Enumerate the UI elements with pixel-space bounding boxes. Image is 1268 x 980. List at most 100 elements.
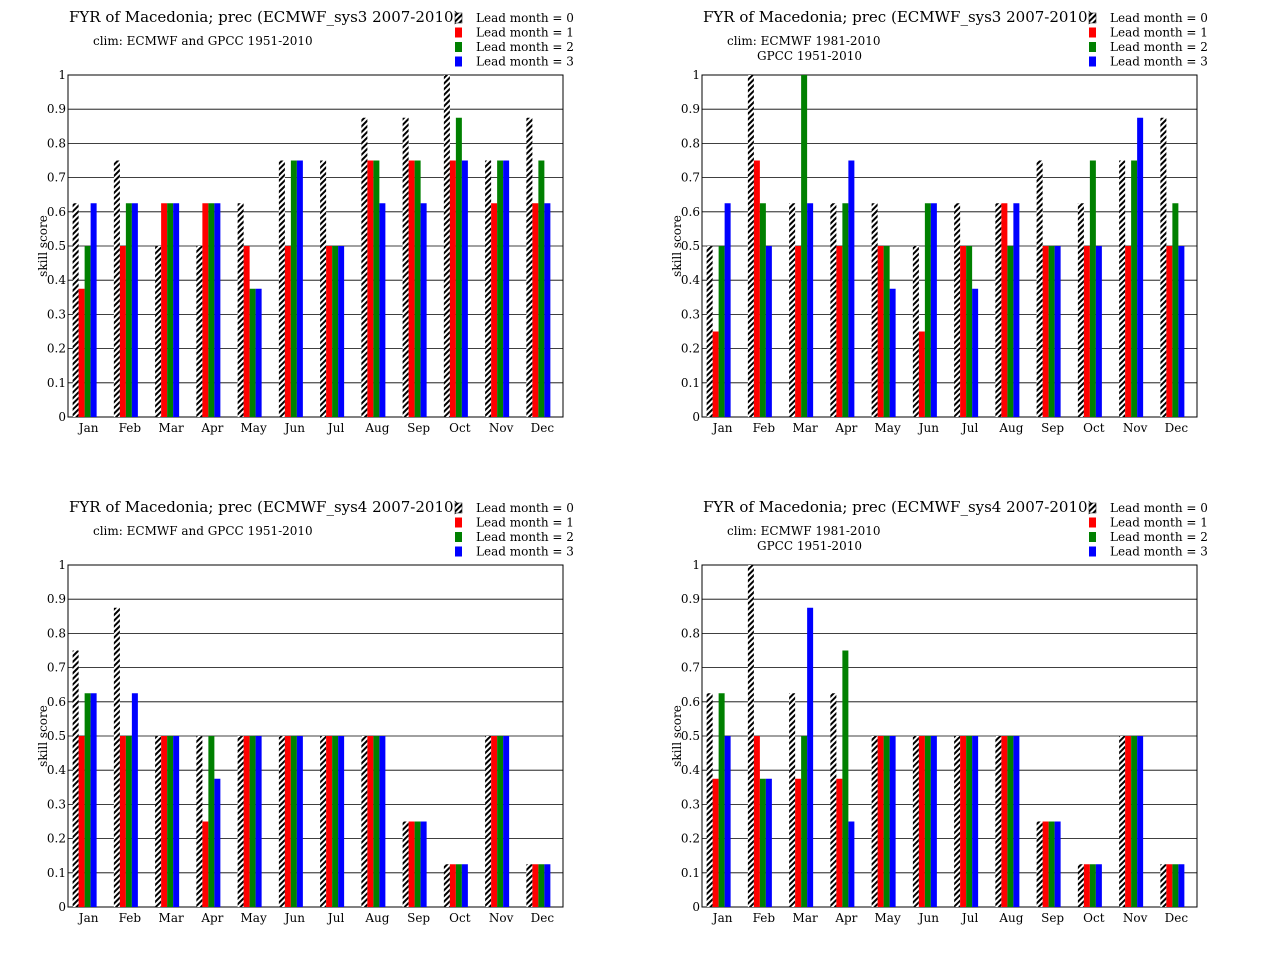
- bar-feb-lead-0: [113, 607, 120, 907]
- bar-feb-lead-2: [125, 736, 132, 907]
- bar-dec-lead-0: [1160, 117, 1167, 417]
- chart-panel-bottom-right: FYR of Macedonia; prec (ECMWF_sys4 2007-…: [670, 498, 1208, 925]
- bar-jul-lead-0: [954, 203, 961, 417]
- legend-swatch-lead-2: [455, 532, 462, 542]
- bar-may-lead-3: [889, 736, 896, 907]
- bar-mar-lead-0: [155, 736, 162, 907]
- y-tick-label: 0.4: [681, 273, 700, 287]
- bar-aug-lead-3: [379, 203, 386, 417]
- bar-apr-lead-0: [196, 736, 203, 907]
- x-tick-label: Apr: [834, 911, 857, 925]
- bar-aug-lead-3: [1013, 736, 1020, 907]
- bar-aug-lead-0: [361, 736, 368, 907]
- bar-mar-lead-0: [789, 693, 796, 907]
- x-tick-label: Aug: [364, 421, 389, 435]
- bar-apr-lead-3: [848, 821, 855, 907]
- bar-mar-lead-0: [155, 246, 162, 417]
- y-tick-label: 0: [58, 410, 66, 424]
- chart-title: FYR of Macedonia; prec (ECMWF_sys3 2007-…: [703, 8, 1093, 26]
- bar-aug-lead-1: [1001, 203, 1008, 417]
- legend-swatch-lead-2: [455, 42, 462, 52]
- bar-dec-lead-1: [1166, 246, 1173, 417]
- y-tick-label: 0.6: [47, 205, 66, 219]
- bar-nov-lead-3: [503, 160, 510, 417]
- x-tick-label: Dec: [531, 911, 555, 925]
- bar-jan-lead-3: [724, 736, 731, 907]
- y-tick-label: 0.6: [681, 205, 700, 219]
- y-tick-label: 0.4: [47, 763, 66, 777]
- y-tick-label: 0.2: [681, 832, 700, 846]
- bar-oct-lead-3: [1095, 864, 1102, 907]
- bar-jan-lead-2: [84, 246, 91, 417]
- bar-nov-lead-0: [485, 736, 492, 907]
- bar-jun-lead-3: [930, 203, 937, 417]
- bar-jul-lead-1: [326, 246, 333, 417]
- bar-jun-lead-0: [278, 160, 285, 417]
- y-tick-label: 0.8: [681, 136, 700, 150]
- y-tick-label: 0.1: [681, 866, 700, 880]
- bar-jul-lead-1: [960, 736, 967, 907]
- bar-mar-lead-2: [801, 75, 808, 417]
- bar-jan-lead-1: [78, 736, 85, 907]
- x-tick-label: Mar: [793, 911, 818, 925]
- bar-nov-lead-3: [1137, 736, 1144, 907]
- legend-swatch-lead-2: [1089, 532, 1096, 542]
- legend-label-lead-3: Lead month = 3: [1110, 55, 1208, 69]
- bar-mar-lead-2: [801, 736, 808, 907]
- y-tick-label: 0.6: [47, 695, 66, 709]
- bar-dec-lead-2: [538, 160, 545, 417]
- x-tick-label: May: [241, 911, 267, 925]
- y-tick-label: 0.1: [47, 376, 66, 390]
- bar-aug-lead-1: [1001, 736, 1008, 907]
- y-axis-label: skill score: [36, 215, 50, 277]
- x-tick-label: Aug: [998, 911, 1023, 925]
- y-tick-label: 0: [692, 900, 700, 914]
- legend-label-lead-0: Lead month = 0: [476, 501, 574, 515]
- x-tick-label: Apr: [200, 421, 223, 435]
- bar-feb-lead-1: [119, 736, 126, 907]
- legend-swatch-lead-1: [455, 517, 462, 528]
- bar-jan-lead-0: [706, 246, 713, 417]
- bar-jul-lead-2: [966, 246, 973, 417]
- bar-jun-lead-1: [918, 736, 925, 907]
- legend-label-lead-1: Lead month = 1: [1110, 26, 1208, 40]
- x-tick-label: Nov: [1123, 911, 1148, 925]
- legend-label-lead-2: Lead month = 2: [1110, 530, 1208, 544]
- bar-oct-lead-1: [449, 864, 456, 907]
- bar-mar-lead-3: [173, 736, 180, 907]
- bar-dec-lead-3: [544, 203, 551, 417]
- bar-jul-lead-1: [326, 736, 333, 907]
- bar-dec-lead-3: [1178, 246, 1185, 417]
- bar-feb-lead-3: [765, 778, 772, 907]
- bar-jun-lead-2: [290, 736, 297, 907]
- x-tick-label: Jun: [283, 911, 306, 925]
- bar-jan-lead-0: [706, 693, 713, 907]
- y-tick-label: 0.9: [47, 102, 66, 116]
- bar-mar-lead-1: [795, 778, 802, 907]
- bar-apr-lead-2: [842, 203, 849, 417]
- x-tick-label: Feb: [119, 421, 142, 435]
- bar-aug-lead-0: [361, 117, 368, 417]
- legend-label-lead-1: Lead month = 1: [476, 26, 574, 40]
- x-tick-label: Aug: [998, 421, 1023, 435]
- legend-swatch-lead-0: [454, 12, 463, 24]
- bar-feb-lead-0: [747, 565, 754, 907]
- bar-oct-lead-2: [455, 864, 462, 907]
- legend-swatch-lead-3: [455, 546, 462, 557]
- bar-nov-lead-0: [1119, 736, 1126, 907]
- y-tick-label: 0.5: [681, 239, 700, 253]
- x-tick-label: Feb: [753, 421, 776, 435]
- bar-aug-lead-2: [1007, 736, 1014, 907]
- bar-may-lead-0: [237, 736, 244, 907]
- bar-apr-lead-2: [208, 736, 215, 907]
- bar-sep-lead-3: [420, 203, 427, 417]
- x-tick-label: Jan: [77, 911, 99, 925]
- bar-mar-lead-2: [167, 203, 174, 417]
- legend-swatch-lead-3: [1089, 56, 1096, 67]
- y-tick-label: 0.4: [681, 763, 700, 777]
- bar-jul-lead-3: [972, 288, 979, 417]
- bar-jun-lead-1: [918, 331, 925, 417]
- legend-label-lead-0: Lead month = 0: [1110, 11, 1208, 25]
- x-tick-label: Oct: [449, 421, 471, 435]
- bar-apr-lead-1: [836, 778, 843, 907]
